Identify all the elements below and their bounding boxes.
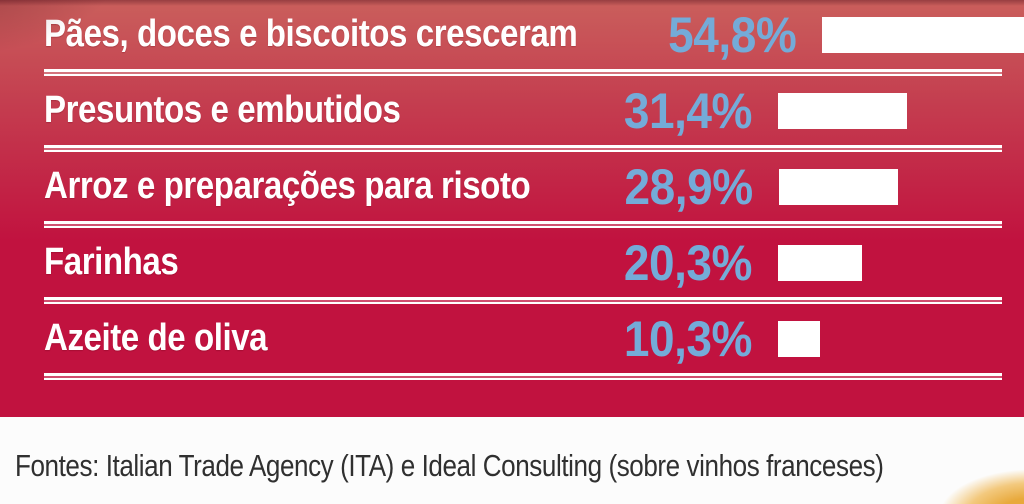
chart-row: Arroz e preparações para risoto 28,9% — [0, 152, 1024, 221]
category-label: Farinhas — [44, 241, 179, 283]
chart-rows: Pães, doces e biscoitos cresceram 54,8% Pr… — [0, 0, 1024, 380]
category-label: Pães, doces e biscoitos cresceram — [44, 13, 578, 55]
bar — [778, 168, 898, 205]
value-label: 10,3% — [623, 310, 753, 367]
value-label: 31,4% — [623, 82, 753, 139]
row-divider — [44, 145, 1002, 152]
row-divider — [44, 69, 1002, 76]
chart-row: Presuntos e embutidos 31,4% — [0, 76, 1024, 145]
category-label: Presuntos e embutidos — [44, 89, 401, 131]
source-footer: Fontes: Italian Trade Agency (ITA) e Ide… — [0, 417, 1024, 504]
row-divider — [44, 221, 1002, 228]
value-label: 28,9% — [624, 158, 753, 215]
bar — [778, 244, 862, 281]
row-divider — [44, 297, 1002, 304]
chart-row: Azeite de oliva 10,3% — [0, 304, 1024, 373]
bar-area — [778, 92, 1024, 129]
bar-area — [822, 16, 1024, 53]
bar-area — [778, 168, 1024, 205]
row-divider — [44, 373, 1002, 380]
chart-row: Farinhas 20,3% — [0, 228, 1024, 297]
category-label: Arroz e preparações para risoto — [44, 165, 531, 207]
bar — [822, 16, 1024, 53]
value-label: 54,8% — [668, 6, 797, 63]
chart-row: Pães, doces e biscoitos cresceram 54,8% — [0, 0, 1024, 69]
source-text: Fontes: Italian Trade Agency (ITA) e Ide… — [15, 447, 884, 483]
chart-panel: Pães, doces e biscoitos cresceram 54,8% Pr… — [0, 0, 1024, 417]
gold-corner-decoration — [914, 444, 1024, 504]
bar — [778, 320, 820, 357]
value-label: 20,3% — [623, 234, 753, 291]
bar-area — [778, 320, 1024, 357]
bar — [778, 92, 907, 129]
category-label: Azeite de oliva — [44, 317, 268, 359]
bar-area — [778, 244, 1024, 281]
